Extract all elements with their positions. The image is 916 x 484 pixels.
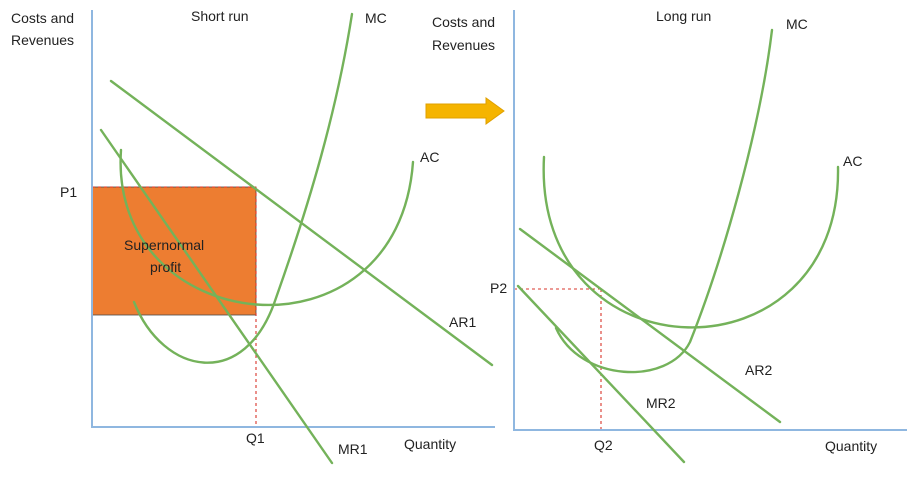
- long-run-y-label-line1: Costs and: [432, 14, 495, 30]
- short-run-ac-curve: [119, 148, 415, 307]
- long-run-ac-curve: [542, 155, 840, 329]
- right-arrow-icon: [425, 97, 505, 125]
- long-run-q2-label: Q2: [594, 437, 613, 453]
- long-run-ar-label: AR2: [745, 362, 772, 378]
- short-run-ar-curve: [109, 79, 494, 367]
- short-run-mr-curve: [99, 128, 334, 465]
- long-run-mc-label: MC: [786, 16, 808, 32]
- long-run-ac-label: AC: [843, 153, 862, 169]
- supernormal-profit-label-line1: Supernormal: [124, 237, 204, 253]
- short-run-y-label-line1: Costs and: [11, 10, 74, 26]
- short-run-p1-label: P1: [60, 184, 77, 200]
- short-run-mr-label: MR1: [338, 441, 368, 457]
- short-run-y-label-line2: Revenues: [11, 32, 74, 48]
- short-run-q1-label: Q1: [246, 430, 265, 446]
- short-run-panel: Costs and Revenues Short run MC AC P1 Su…: [11, 8, 495, 465]
- long-run-p2-label: P2: [490, 280, 507, 296]
- long-run-ar-curve: [518, 227, 782, 424]
- long-run-y-label-line2: Revenues: [432, 37, 495, 53]
- short-run-ac-label: AC: [420, 149, 439, 165]
- long-run-mc-curve: [554, 28, 774, 374]
- supernormal-profit-area: [91, 186, 257, 316]
- long-run-panel: Costs and Revenues Long run MC AC P2 AR2…: [432, 8, 907, 464]
- long-run-x-label: Quantity: [825, 438, 877, 454]
- short-run-title: Short run: [191, 8, 249, 24]
- long-run-mr-label: MR2: [646, 395, 676, 411]
- long-run-mr-curve: [516, 284, 686, 464]
- long-run-title: Long run: [656, 8, 711, 24]
- short-run-x-label: Quantity: [404, 436, 456, 452]
- short-run-mc-label: MC: [365, 10, 387, 26]
- supernormal-profit-label-line2: profit: [150, 259, 181, 275]
- short-run-ar-label: AR1: [449, 314, 476, 330]
- short-run-mc-curve: [132, 12, 354, 364]
